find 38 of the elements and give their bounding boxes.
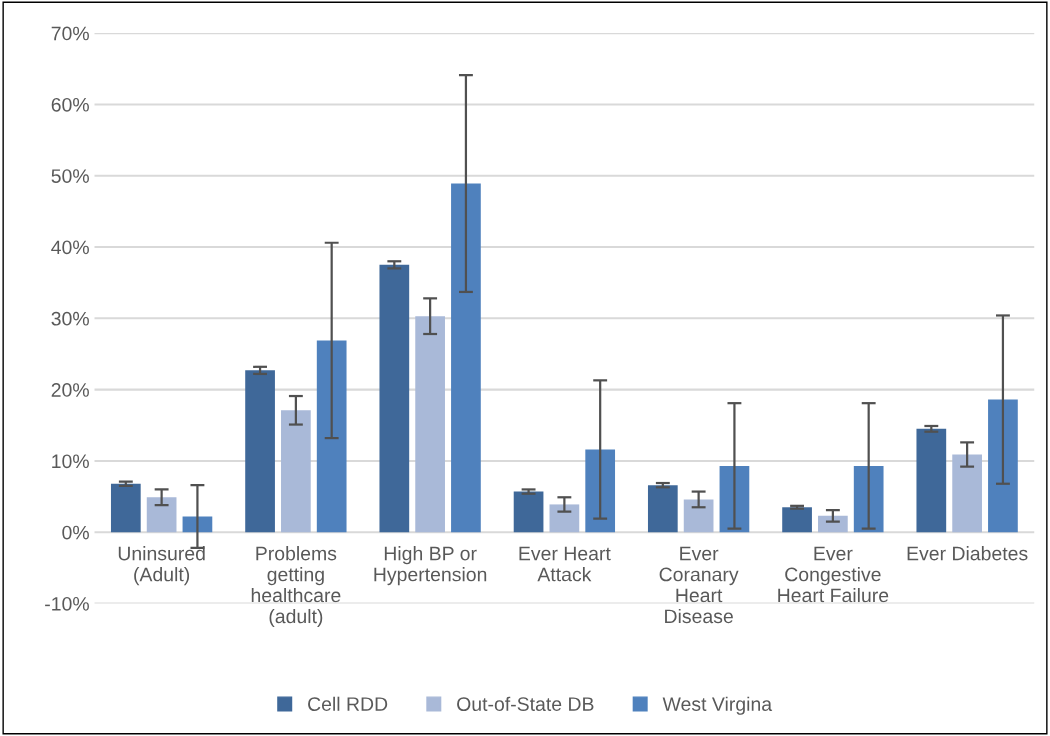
bar bbox=[110, 483, 141, 533]
y-tick-label: 20% bbox=[51, 383, 89, 397]
bar bbox=[245, 370, 275, 533]
bar bbox=[916, 428, 947, 533]
y-tick-label: 0% bbox=[62, 525, 89, 540]
x-tick-label: Ever Heart Attack bbox=[519, 546, 611, 582]
bar bbox=[281, 410, 311, 533]
bar bbox=[818, 515, 848, 533]
bar bbox=[952, 454, 982, 533]
x-tick-label: Ever Diabetes bbox=[907, 546, 1028, 561]
bar bbox=[782, 507, 812, 533]
x-tick-label: Problems getting healthcare (adult) bbox=[251, 546, 341, 628]
bar bbox=[988, 399, 1018, 533]
bar bbox=[316, 340, 347, 533]
bar bbox=[513, 491, 544, 533]
bar bbox=[683, 499, 714, 533]
x-tick-label: Uninsured (Adult) bbox=[118, 546, 205, 586]
x-tick-label: Ever Coranary Heart Disease bbox=[659, 546, 739, 624]
y-tick-label: 10% bbox=[52, 454, 89, 469]
y-tick-label: 30% bbox=[51, 311, 89, 326]
legend-label: Out-of-State DB bbox=[457, 696, 594, 711]
y-tick-label: 50% bbox=[51, 169, 89, 183]
bar bbox=[451, 183, 481, 533]
x-tick-label: High BP or Hypertension bbox=[374, 546, 487, 586]
legend-label: Cell RDD bbox=[308, 696, 388, 711]
bar bbox=[415, 316, 445, 533]
legend-label: West Virgina bbox=[662, 696, 773, 715]
x-tick-label: Ever Congestive Heart Failure bbox=[778, 546, 889, 603]
y-tick-label: 70% bbox=[51, 26, 89, 41]
bar bbox=[853, 465, 884, 533]
y-tick-label: 40% bbox=[51, 240, 89, 255]
y-tick-label: 60% bbox=[51, 97, 89, 112]
y-tick-label: -10% bbox=[45, 596, 89, 611]
bar bbox=[585, 449, 616, 533]
bar bbox=[379, 264, 410, 533]
bar bbox=[146, 497, 177, 533]
bar bbox=[647, 485, 678, 533]
bar bbox=[549, 504, 580, 533]
